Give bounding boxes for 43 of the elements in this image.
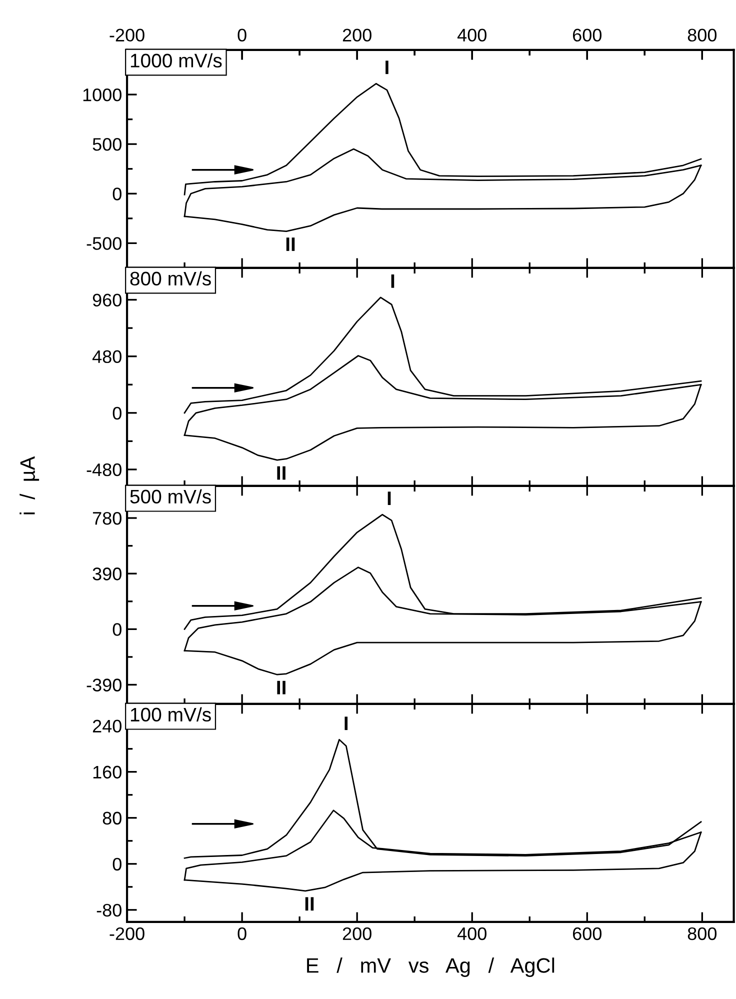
annotation: I (386, 60, 388, 74)
y-tick-label: 0 (112, 406, 122, 420)
y-tick-label: 1000 (83, 88, 122, 102)
x2-tick-label: 400 (457, 28, 486, 42)
annotation: I (388, 492, 391, 506)
y-tick-label: 240 (92, 720, 122, 733)
y-tick-label: 960 (92, 294, 122, 306)
annotation: 800 mV/s (130, 271, 211, 286)
x2-tick-label: 800 (688, 28, 717, 42)
x2-tick-label: 600 (572, 28, 602, 42)
y-tick-label: -80 (96, 904, 122, 917)
x2-tick-label: 200 (342, 28, 372, 42)
annotation: II (277, 466, 286, 480)
y-tick-label: 500 (92, 138, 122, 151)
x-axis-title: E / mV vs Ag / AgCl (307, 958, 554, 977)
annotation: I (391, 274, 394, 288)
x-tick-label: 200 (342, 927, 372, 940)
x2-tick-label: 0 (238, 28, 246, 42)
y-tick-label: 80 (102, 812, 122, 825)
annotation: II (277, 680, 286, 694)
y-tick-label: 0 (112, 188, 122, 200)
annotation: II (305, 897, 314, 911)
y-tick-label: 0 (112, 858, 122, 871)
annotation: 100 mV/s (130, 707, 211, 722)
y-axis-title: i / µA (20, 456, 40, 514)
y-tick-label: -480 (86, 463, 122, 476)
annotation: I (344, 716, 348, 730)
y-tick-label: 160 (93, 766, 122, 779)
y-tick-label: 780 (92, 512, 122, 525)
x-tick-label: 400 (457, 927, 486, 940)
x2-tick-label: -200 (110, 28, 144, 42)
annotation: 1000 mV/s (130, 53, 222, 68)
y-tick-label: 0 (112, 623, 122, 636)
x-tick-label: 600 (572, 927, 602, 940)
x-tick-label: 0 (238, 927, 246, 940)
annotation: II (286, 238, 295, 251)
y-tick-label: -390 (86, 678, 122, 692)
x-tick-label: 800 (688, 927, 717, 940)
x-tick-label: -200 (110, 927, 144, 940)
y-tick-label: 480 (92, 350, 122, 364)
y-tick-label: 390 (92, 568, 122, 580)
annotation: 500 mV/s (130, 489, 211, 504)
y-tick-label: -500 (86, 237, 122, 250)
